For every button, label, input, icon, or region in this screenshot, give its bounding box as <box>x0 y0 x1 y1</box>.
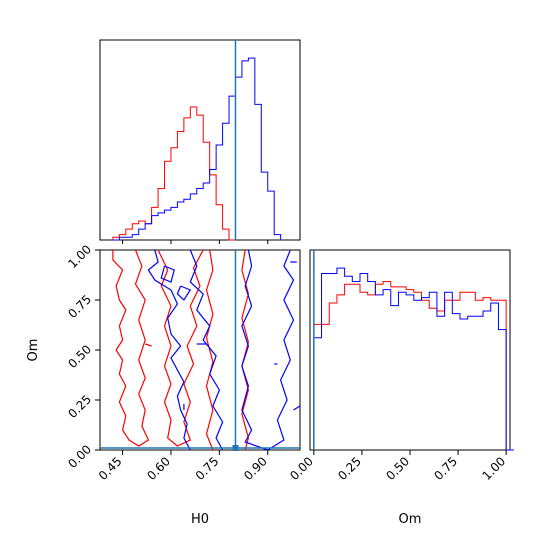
x-axis-label-om: Om <box>399 512 422 527</box>
blue-contour-line <box>293 405 301 411</box>
om-y-tick-label: 0.75 <box>65 292 94 321</box>
h0-tick-label: 0.60 <box>144 454 173 483</box>
om-histogram-series <box>313 267 514 451</box>
om-x-ticks: 0.00 0.25 0.50 0.75 1.00 <box>287 450 508 483</box>
blue-contour-line <box>241 249 295 451</box>
om-y-tick-label: 0.25 <box>65 392 94 421</box>
om-tick-label: 0.50 <box>383 454 412 483</box>
om-tick-label: 1.00 <box>479 454 508 483</box>
red-contour-line <box>145 343 152 347</box>
blue-contour-line <box>176 285 192 301</box>
blue-contour-line <box>147 249 191 451</box>
y-axis-label-om: Om <box>26 339 41 362</box>
h0-tick-label: 0.45 <box>96 454 125 483</box>
h0-histogram-series <box>112 57 282 241</box>
om-y-tick-label: 0.00 <box>65 442 94 471</box>
joint-y-ticks: 0.00 0.25 0.50 0.75 1.00 <box>65 242 100 471</box>
red-step-histogram <box>313 281 514 451</box>
om-y-tick-label: 0.50 <box>65 342 94 371</box>
red-contour-line <box>112 249 150 447</box>
red-contour-line <box>241 249 250 451</box>
om-histogram-panel: 0.00 0.25 0.50 0.75 1.00 <box>287 249 514 483</box>
joint-contour-panel: 0.45 0.60 0.75 0.90 0.00 0.25 0.50 0.75 1.00 <box>65 242 301 483</box>
blue-contour-line <box>189 249 224 451</box>
h0-tick-label: 0.90 <box>241 454 270 483</box>
blue-contour-line <box>160 265 175 283</box>
om-tick-label: 0.75 <box>431 454 460 483</box>
joint-contours <box>112 249 301 451</box>
blue-step-histogram <box>112 57 282 241</box>
blue-step-histogram <box>313 267 514 451</box>
x-axis-label-h0: H0 <box>191 512 209 527</box>
red-step-histogram <box>112 106 236 241</box>
h0-histogram-panel <box>99 39 301 244</box>
om-tick-label: 0.25 <box>335 454 364 483</box>
red-contour-line <box>205 249 214 451</box>
joint-panel-frame <box>99 249 301 451</box>
red-contour-line <box>157 249 204 447</box>
h0-histogram-ticks <box>122 240 269 244</box>
h0-tick-label: 0.75 <box>193 454 222 483</box>
h0-histogram-frame <box>99 39 301 241</box>
joint-x-ticks: 0.45 0.60 0.75 0.90 <box>96 450 270 483</box>
om-tick-label: 0.00 <box>287 454 316 483</box>
om-histogram-frame <box>309 249 511 451</box>
truth-point-marker <box>232 445 239 451</box>
om-y-tick-label: 1.00 <box>65 242 94 271</box>
